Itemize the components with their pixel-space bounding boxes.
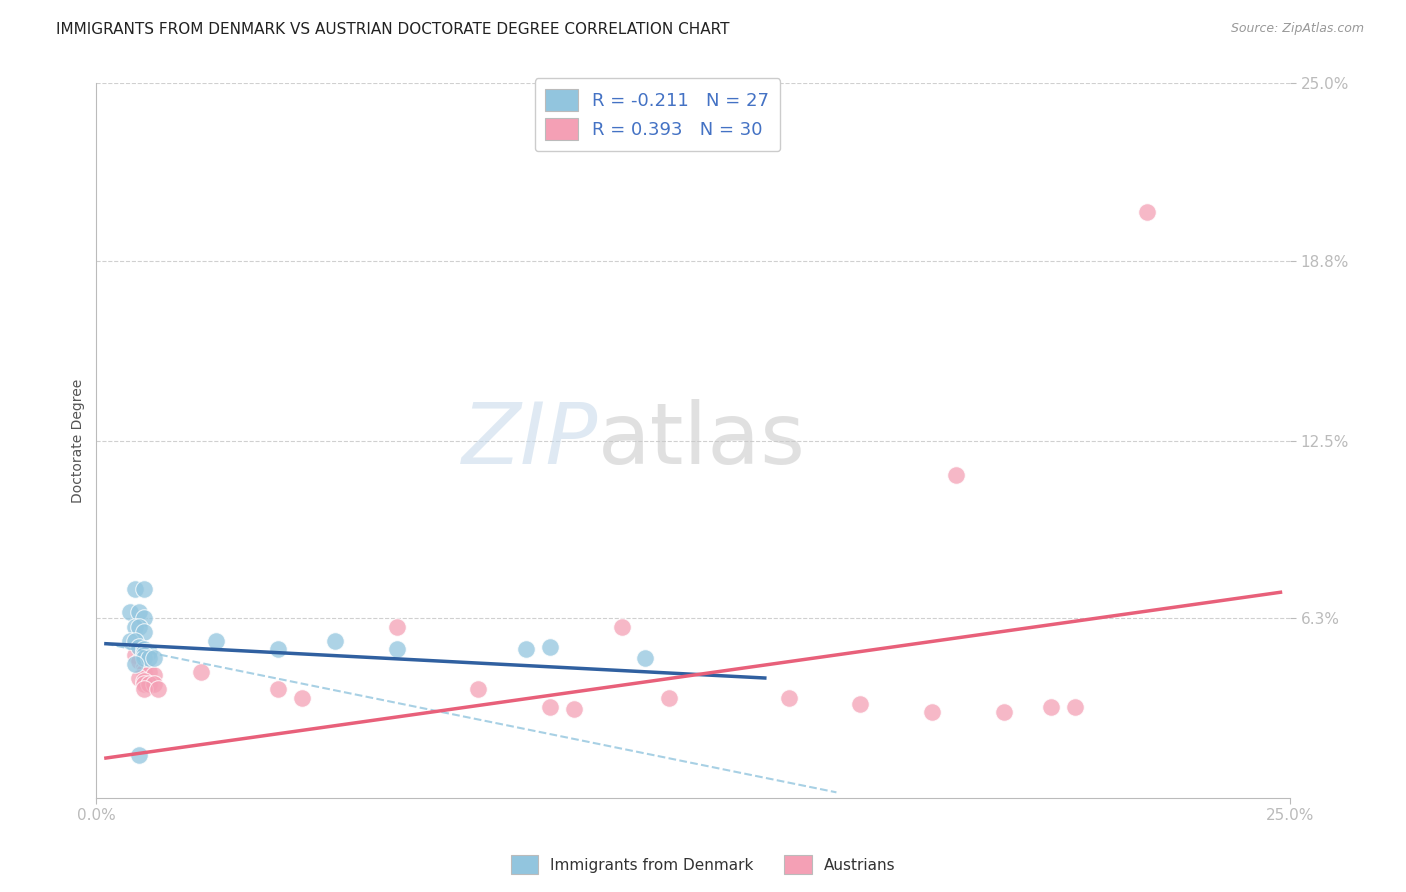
Point [132,651,155,665]
Point [323,633,346,648]
Point [124,633,146,648]
Point [132,673,155,688]
Point [132,648,155,662]
Point [610,619,633,633]
Point [124,657,146,671]
Text: ZIP: ZIP [461,400,598,483]
Point [849,697,872,711]
Point [124,582,146,597]
Point [267,682,290,697]
Point [128,654,150,668]
Point [467,682,489,697]
Point [538,699,561,714]
Point [190,665,212,680]
Point [142,651,165,665]
Text: IMMIGRANTS FROM DENMARK VS AUSTRIAN DOCTORATE DEGREE CORRELATION CHART: IMMIGRANTS FROM DENMARK VS AUSTRIAN DOCT… [56,22,730,37]
Point [945,468,967,483]
Point [124,648,146,662]
Point [132,582,155,597]
Point [132,682,155,697]
Point [128,640,150,654]
Point [132,665,155,680]
Point [658,691,681,706]
Point [132,677,155,691]
Point [921,706,943,720]
Point [142,668,165,682]
Legend: Immigrants from Denmark, Austrians: Immigrants from Denmark, Austrians [505,849,901,880]
Point [1136,205,1159,219]
Point [267,642,290,657]
Point [562,702,585,716]
Point [132,642,155,657]
Point [132,625,155,640]
Y-axis label: Doctorate Degree: Doctorate Degree [72,378,86,503]
Point [385,619,408,633]
Point [148,682,170,697]
Point [138,677,160,691]
Point [138,645,160,659]
Point [385,642,408,657]
Point [138,665,160,680]
Point [132,611,155,625]
Point [291,691,314,706]
Point [128,671,150,685]
Point [132,659,155,673]
Point [118,633,141,648]
Point [515,642,537,657]
Point [634,651,657,665]
Point [128,605,150,619]
Legend: R = -0.211   N = 27, R = 0.393   N = 30: R = -0.211 N = 27, R = 0.393 N = 30 [534,78,780,151]
Point [132,645,155,659]
Text: Source: ZipAtlas.com: Source: ZipAtlas.com [1230,22,1364,36]
Point [538,640,561,654]
Point [124,619,146,633]
Point [1040,699,1063,714]
Point [142,677,165,691]
Point [118,605,141,619]
Point [204,633,226,648]
Point [778,691,800,706]
Point [138,651,160,665]
Point [1064,699,1087,714]
Point [128,748,150,763]
Point [993,706,1015,720]
Text: atlas: atlas [598,400,806,483]
Point [128,619,150,633]
